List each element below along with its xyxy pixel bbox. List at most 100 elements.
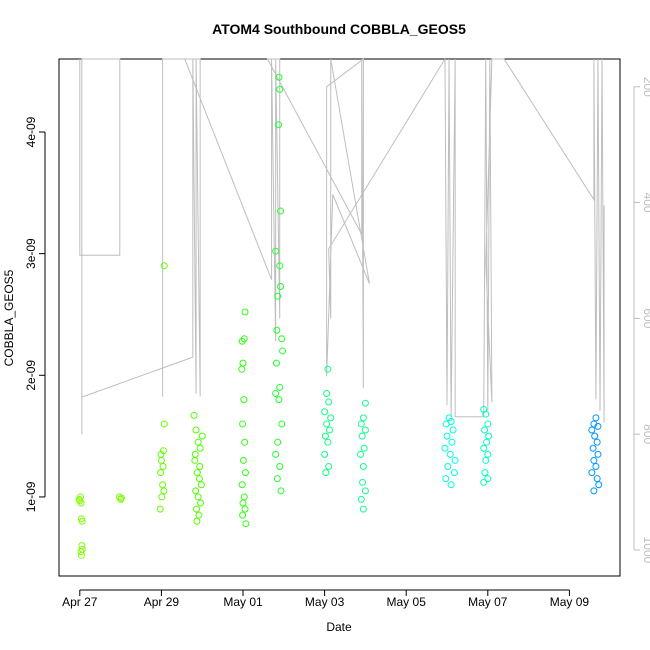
point (194, 438, 202, 446)
point (158, 493, 166, 501)
x-axis-label: Date (326, 620, 352, 634)
point (241, 469, 249, 477)
y-tick-label: 1e-09 (24, 481, 38, 512)
point (277, 487, 285, 495)
point (238, 365, 246, 373)
point (327, 414, 335, 422)
point (241, 308, 249, 316)
point (484, 420, 492, 428)
point (442, 420, 450, 428)
point (278, 335, 286, 343)
point (449, 426, 457, 434)
point (239, 420, 247, 428)
x-tick-label: Apr 27 (62, 595, 98, 609)
point (323, 420, 331, 428)
trajectory-line (79, 57, 605, 435)
y-tick-label: 4e-09 (24, 116, 38, 147)
point (77, 499, 85, 507)
point (242, 520, 250, 528)
point (444, 463, 452, 471)
point (157, 450, 165, 458)
point (446, 450, 454, 458)
point (450, 469, 458, 477)
point (196, 463, 204, 471)
point (196, 444, 204, 452)
y-tick-label: 3e-09 (24, 238, 38, 269)
point (321, 432, 329, 440)
point (276, 85, 284, 93)
point (594, 422, 602, 430)
point (441, 444, 449, 452)
point (160, 420, 168, 428)
point (590, 456, 598, 464)
point (326, 426, 334, 434)
point (359, 478, 367, 486)
point (484, 475, 492, 483)
point (198, 432, 206, 440)
point (590, 487, 598, 495)
point (275, 396, 283, 404)
point (193, 469, 201, 477)
point (591, 432, 599, 440)
x-tick-label: May 03 (305, 595, 345, 609)
point (448, 438, 456, 446)
point (360, 444, 368, 452)
point (276, 383, 284, 391)
point (480, 478, 488, 486)
point (483, 438, 491, 446)
point (482, 410, 490, 418)
point (159, 463, 167, 471)
point (592, 463, 600, 471)
point (443, 432, 451, 440)
point (442, 475, 450, 483)
point (195, 475, 203, 483)
point (359, 463, 367, 471)
point (274, 292, 282, 300)
y-axis-label: COBBLA_GEOS5 (2, 269, 16, 366)
point (239, 359, 247, 367)
point (594, 450, 602, 458)
point (238, 481, 246, 489)
point (272, 450, 280, 458)
point (361, 487, 369, 495)
point (197, 499, 205, 507)
point (277, 282, 285, 290)
point (275, 73, 283, 81)
point (195, 511, 203, 519)
point (325, 463, 333, 471)
point (78, 517, 86, 525)
point (592, 414, 600, 422)
point (593, 475, 601, 483)
point (357, 495, 365, 503)
point (190, 411, 198, 419)
point (361, 426, 369, 434)
point (193, 517, 201, 525)
point (276, 262, 284, 270)
y2-tick-label: 600 (641, 308, 650, 328)
point (272, 359, 280, 367)
point (272, 247, 280, 255)
point (197, 481, 205, 489)
point (191, 456, 199, 464)
point (274, 438, 282, 446)
plot-frame (58, 58, 621, 577)
point (595, 481, 603, 489)
y2-tick-label: 1000 (641, 537, 650, 564)
point (156, 505, 164, 513)
point (322, 469, 330, 477)
point (324, 438, 332, 446)
point (240, 493, 248, 501)
point (323, 390, 331, 398)
point (191, 450, 199, 458)
point (485, 432, 493, 440)
point (78, 545, 86, 553)
point (324, 365, 332, 373)
point (239, 511, 247, 519)
point (273, 475, 281, 483)
point (481, 426, 489, 434)
point (157, 456, 165, 464)
point (239, 456, 247, 464)
point (278, 420, 286, 428)
point (484, 450, 492, 458)
